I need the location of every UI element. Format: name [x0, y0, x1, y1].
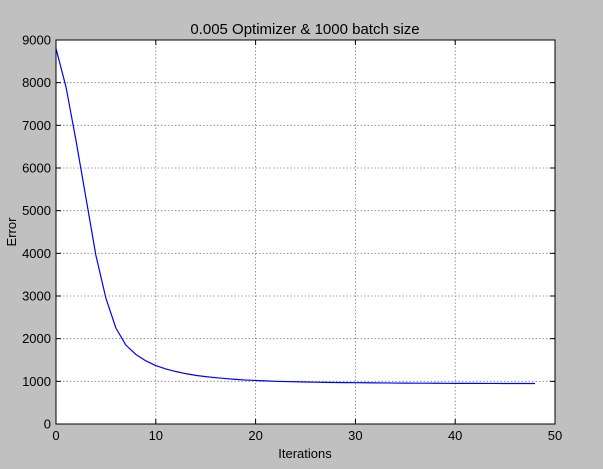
y-tick-label: 3000 — [22, 289, 51, 304]
series-lines — [55, 48, 536, 385]
y-tick-label: 9000 — [22, 33, 51, 48]
y-tick-label: 8000 — [22, 75, 51, 90]
y-tick-label: 1000 — [22, 374, 51, 389]
y-tick-label: 7000 — [22, 118, 51, 133]
y-tick-label: 0 — [44, 417, 51, 432]
y-tick-labels: 0 1000 2000 3000 4000 5000 6000 7000 8000 9000 — [22, 33, 51, 432]
y-tick-label: 4000 — [22, 246, 51, 261]
series-line — [55, 48, 536, 385]
plot-background — [56, 40, 555, 424]
x-tick-label: 50 — [548, 428, 562, 443]
x-tick-label: 20 — [248, 428, 262, 443]
plot-frame — [55, 39, 556, 425]
tick-marks — [55, 39, 556, 425]
grid-lines — [56, 40, 555, 424]
chart-title: 0.005 Optimizer & 1000 batch size — [190, 21, 419, 38]
x-axis-label: Iterations — [278, 446, 332, 461]
y-tick-label: 5000 — [22, 203, 51, 218]
x-tick-label: 0 — [52, 428, 59, 443]
y-tick-label: 2000 — [22, 331, 51, 346]
x-tick-label: 10 — [149, 428, 163, 443]
x-tick-label: 30 — [348, 428, 362, 443]
y-axis-label: Error — [4, 217, 19, 247]
x-tick-label: 40 — [448, 428, 462, 443]
x-tick-labels: 0 10 20 30 40 50 — [52, 428, 562, 443]
y-tick-label: 6000 — [22, 161, 51, 176]
